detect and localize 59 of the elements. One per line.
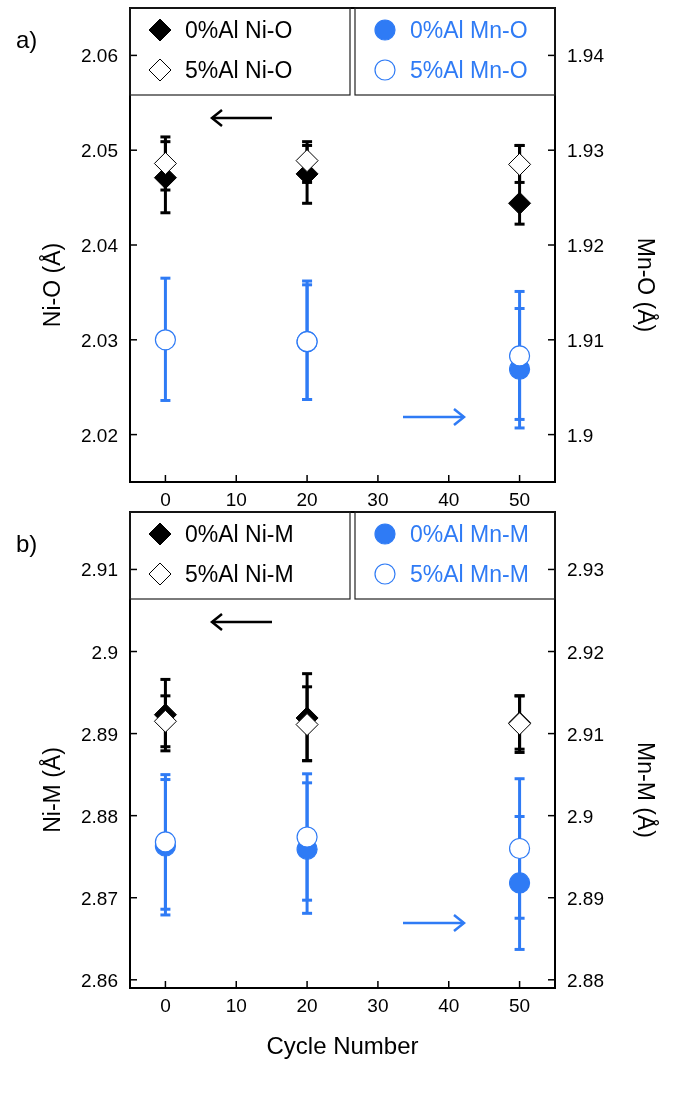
y2-tick-label: 2.93 <box>567 559 604 581</box>
y2-tick-label: 2.92 <box>567 641 604 663</box>
point <box>153 151 177 175</box>
point <box>154 329 177 351</box>
x-tick-label: 20 <box>296 995 318 1016</box>
point <box>295 149 319 173</box>
y2-tick-label: 1.91 <box>567 329 604 351</box>
y2-tick-label: 2.9 <box>567 805 594 827</box>
y-tick-label: 2.05 <box>81 140 118 162</box>
y2-tick-label: 1.9 <box>567 424 594 446</box>
x-tick-label: 10 <box>225 489 247 510</box>
y-tick-label: 2.89 <box>81 723 118 745</box>
y-axis-title: Ni-O (Å) <box>38 242 65 328</box>
x-tick-label: 0 <box>160 995 171 1016</box>
x-tick-label: 50 <box>509 489 531 510</box>
legend-label: 5%Al Ni-M <box>185 561 294 587</box>
y2-tick-label: 1.94 <box>567 45 605 67</box>
y2-tick-label: 2.89 <box>567 887 604 909</box>
y2-tick-label: 1.93 <box>567 140 604 162</box>
text: a) <box>16 26 38 53</box>
y-tick-label: 2.06 <box>81 45 118 67</box>
legend-label: 5%Al Mn-O <box>410 57 528 83</box>
y-tick-label: 2.02 <box>81 424 118 446</box>
legend-label: 0%Al Ni-M <box>185 521 294 547</box>
point <box>153 709 177 733</box>
x-axis-title: Cycle Number <box>266 1032 419 1059</box>
legend-label: 0%Al Ni-O <box>185 17 293 43</box>
x-tick-label: 30 <box>367 995 389 1016</box>
y2-tick-label: 2.88 <box>567 969 604 991</box>
legend-label: 5%Al Ni-O <box>185 57 293 83</box>
x-tick-label: 10 <box>225 995 247 1016</box>
y-tick-label: 2.03 <box>81 329 118 351</box>
point <box>508 872 531 894</box>
text: b) <box>16 530 38 557</box>
x-tick-label: 40 <box>438 489 460 510</box>
legend-label: 0%Al Mn-O <box>410 17 528 43</box>
y-axis-title: Ni-M (Å) <box>38 747 65 833</box>
x-tick-label: 50 <box>509 995 531 1016</box>
y-tick-label: 2.04 <box>81 235 119 256</box>
x-tick-label: 20 <box>296 489 318 510</box>
x-tick-label: 0 <box>160 489 171 510</box>
point <box>296 826 318 848</box>
y2-tick-label: 2.91 <box>567 723 604 745</box>
x-tick-label: 40 <box>438 995 460 1016</box>
point <box>508 345 531 367</box>
y2-axis-title: Mn-M (Å) <box>633 742 660 838</box>
y-tick-label: 2.91 <box>81 559 118 581</box>
y2-axis-title: Mn-O (Å) <box>633 237 660 333</box>
point <box>508 191 532 215</box>
point <box>295 713 319 737</box>
y-tick-label: 2.9 <box>91 641 118 663</box>
legend-label: 5%Al Mn-M <box>410 561 529 587</box>
y2-tick-label: 1.92 <box>567 235 604 256</box>
point <box>508 837 531 860</box>
y-tick-label: 2.88 <box>81 805 118 827</box>
y-tick-label: 2.86 <box>81 969 118 991</box>
legend-label: 0%Al Mn-M <box>410 521 529 547</box>
x-tick-label: 30 <box>367 489 389 510</box>
y-tick-label: 2.87 <box>81 887 118 909</box>
